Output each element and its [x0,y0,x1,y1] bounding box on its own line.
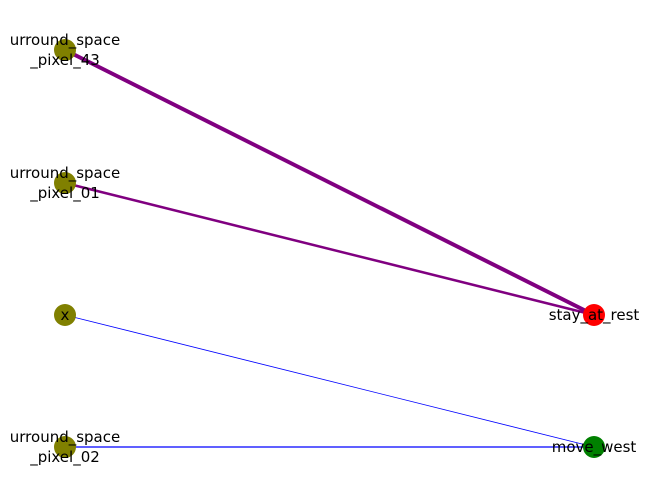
node-n6 [583,436,605,458]
node-n2 [54,172,76,194]
node-label-line: urround_space [10,164,120,183]
nodes [54,39,605,458]
node-label-line: _pixel_01 [29,184,100,203]
edge-n3-n6 [64,314,595,448]
node-label-line: _pixel_43 [29,51,100,70]
node-label-n5: stay_at_rest [549,306,640,325]
node-label-n2: urround_space _pixel_01 [10,164,120,203]
node-label-line: urround_space [10,428,120,447]
node-label-line: stay_at_rest [549,306,640,325]
node-label-n1: urround_space _pixel_43 [10,31,120,70]
node-label-line: urround_space [10,31,120,50]
edges [64,48,595,448]
node-label-line: x [61,306,70,324]
node-label-n6: move_west [552,438,637,457]
node-label-line: _pixel_02 [29,448,100,467]
node-label-n4: urround_space _pixel_02 [10,428,120,467]
node-n1 [54,39,76,61]
node-n3 [54,304,76,326]
node-n5 [583,304,605,326]
edge-n2-n5 [64,181,595,317]
edge-n1-n5 [64,48,595,317]
node-label-n3: x [61,306,70,324]
node-n4 [54,436,76,458]
node-label-line: move_west [552,438,637,457]
